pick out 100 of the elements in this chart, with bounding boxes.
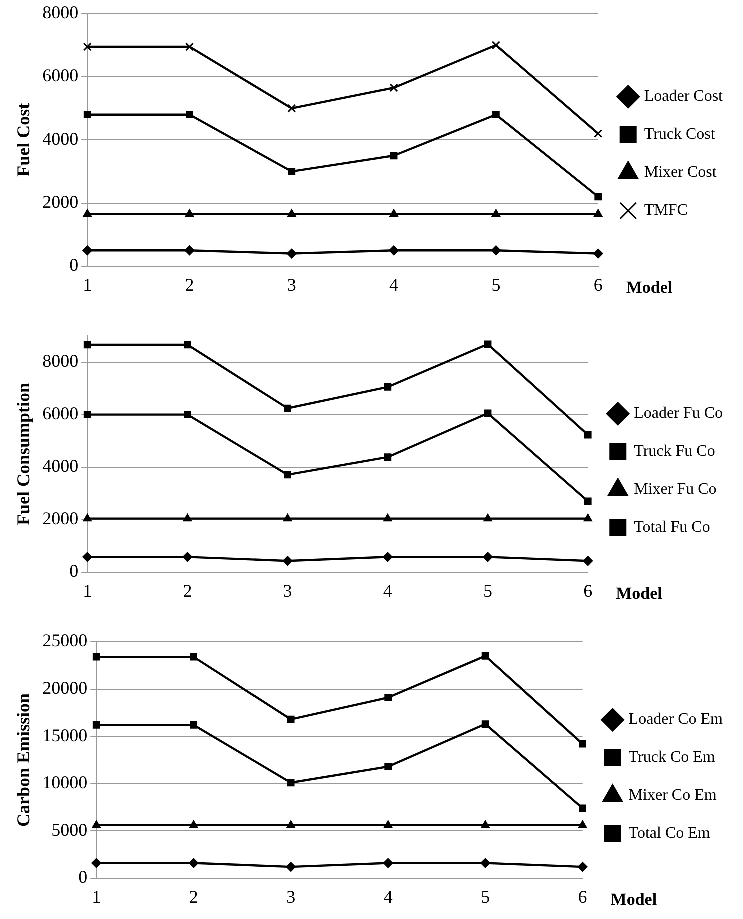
- point: [284, 404, 292, 412]
- x-tick-label: 5: [481, 886, 490, 907]
- point: [92, 722, 100, 729]
- x-tick-label: 3: [283, 580, 292, 601]
- point: [384, 454, 392, 462]
- point: [480, 858, 491, 868]
- x-tick-label: 2: [183, 580, 192, 601]
- point: [184, 341, 192, 349]
- x-tick-label: 6: [594, 274, 603, 295]
- y-tick-label: 25000: [42, 630, 88, 651]
- y-tick-label: 0: [70, 255, 79, 276]
- x-tick-label: 3: [286, 886, 296, 907]
- y-tick-label: 10000: [42, 772, 88, 793]
- x-axis-title: Model: [626, 278, 673, 297]
- point: [185, 42, 194, 52]
- x-tick-label: 6: [584, 580, 593, 601]
- point: [284, 471, 292, 479]
- point: [286, 248, 297, 259]
- x-tick-label: 4: [384, 886, 393, 907]
- point: [384, 514, 392, 522]
- point: [484, 410, 492, 418]
- point: [190, 722, 198, 729]
- point: [593, 248, 604, 259]
- y-tick-label: 4000: [42, 128, 79, 149]
- point: [579, 740, 586, 748]
- point: [82, 246, 93, 256]
- point: [578, 820, 588, 828]
- point: [288, 104, 296, 113]
- legend-label: Mixer Fu Co: [634, 481, 717, 498]
- point: [484, 340, 492, 348]
- point: [189, 820, 198, 828]
- point: [382, 552, 393, 562]
- x-tick-label: 4: [390, 274, 399, 295]
- x-tick-label: 5: [484, 580, 493, 601]
- y-tick-label: 0: [70, 561, 79, 582]
- x-tick-label: 2: [185, 274, 194, 295]
- legend-label: Mixer Co Em: [628, 787, 718, 804]
- point: [383, 858, 394, 868]
- point: [492, 41, 500, 50]
- point: [482, 720, 490, 728]
- point: [483, 552, 494, 562]
- legend-label: Mixer Cost: [644, 164, 718, 182]
- legend-label: Loader Fu Co: [634, 405, 723, 422]
- point: [282, 556, 293, 566]
- point: [184, 246, 195, 256]
- x-tick-label: 6: [578, 886, 588, 907]
- point: [579, 804, 586, 812]
- y-tick-label: 15000: [42, 725, 88, 746]
- point: [492, 209, 501, 218]
- point: [188, 858, 199, 868]
- point: [384, 694, 392, 702]
- point: [578, 862, 588, 872]
- y-tick-label: 5000: [52, 820, 88, 840]
- point: [286, 862, 296, 872]
- point: [389, 246, 400, 256]
- y-tick-label: 0: [78, 867, 88, 888]
- point: [92, 858, 102, 868]
- point: [288, 168, 296, 176]
- point: [584, 498, 592, 506]
- point: [287, 716, 295, 724]
- point: [287, 779, 295, 787]
- y-tick-label: 6000: [42, 66, 79, 86]
- point: [84, 111, 92, 119]
- legend-label: Truck Fu Co: [634, 443, 716, 460]
- y-axis-title: Carbon Emission: [13, 693, 34, 827]
- legend-label: Loader Co Em: [628, 711, 724, 728]
- x-tick-label: 4: [383, 580, 392, 601]
- point: [288, 209, 296, 218]
- x-tick-label: 1: [92, 886, 102, 907]
- y-axis-title: Fuel Consumption: [13, 382, 34, 526]
- y-tick-label: 2000: [42, 508, 79, 529]
- point: [182, 552, 193, 562]
- point: [584, 514, 593, 522]
- point: [390, 209, 398, 218]
- point: [82, 552, 93, 562]
- legend-label: Total Co Em: [628, 825, 711, 842]
- legend-label: Truck Cost: [644, 126, 716, 144]
- y-tick-label: 6000: [42, 404, 79, 424]
- point: [384, 384, 392, 391]
- point: [594, 209, 603, 218]
- point: [183, 514, 192, 522]
- point: [384, 763, 392, 770]
- point: [390, 152, 398, 160]
- point: [584, 431, 592, 439]
- point: [84, 411, 92, 418]
- legend-label: TMFC: [644, 202, 688, 220]
- point: [594, 193, 602, 201]
- x-tick-label: 1: [83, 274, 92, 295]
- legend-label: Truck Co Em: [628, 749, 716, 766]
- y-tick-label: 20000: [42, 678, 88, 698]
- point: [491, 246, 502, 256]
- y-tick-label: 2000: [42, 192, 79, 212]
- point: [83, 42, 92, 52]
- point: [286, 820, 296, 828]
- x-tick-label: 2: [189, 886, 198, 907]
- x-tick-label: 1: [83, 580, 92, 601]
- point: [283, 514, 292, 522]
- x-axis-title: Model: [616, 584, 663, 603]
- point: [484, 514, 492, 522]
- point: [594, 130, 603, 138]
